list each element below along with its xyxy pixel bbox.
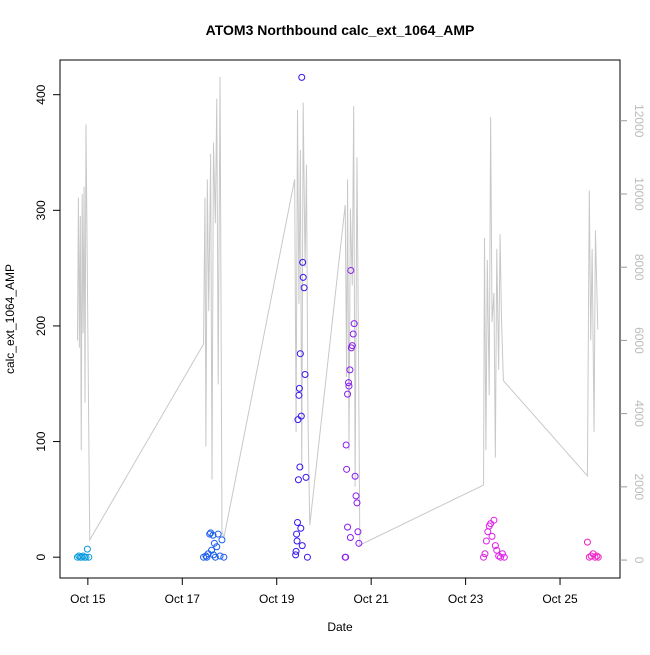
- point: [295, 384, 303, 392]
- point: [480, 553, 488, 561]
- point: [589, 550, 597, 558]
- point: [299, 273, 307, 281]
- point: [303, 553, 311, 561]
- point: [83, 545, 91, 553]
- point: [344, 379, 352, 387]
- point: [298, 73, 306, 81]
- point: [206, 530, 214, 538]
- point: [209, 531, 217, 539]
- point: [350, 320, 358, 328]
- point: [85, 553, 93, 561]
- point: [345, 382, 353, 390]
- point: [213, 543, 221, 551]
- point: [500, 553, 508, 561]
- y-tick-label: 300: [34, 200, 48, 220]
- point: [208, 546, 216, 554]
- point: [82, 553, 90, 561]
- y-tick-label: 200: [34, 316, 48, 336]
- point: [214, 530, 222, 538]
- x-tick-label: Oct 23: [448, 592, 484, 606]
- point: [216, 552, 224, 560]
- point: [498, 550, 506, 558]
- point: [583, 538, 591, 546]
- y2-tick-label: 4000: [632, 400, 646, 427]
- x-axis-label: Date: [327, 620, 353, 634]
- point: [593, 552, 601, 560]
- point: [78, 553, 86, 561]
- point: [218, 536, 226, 544]
- y2-tick-label: 2000: [632, 473, 646, 500]
- point: [296, 463, 304, 471]
- point: [211, 553, 219, 561]
- point: [482, 537, 490, 545]
- point: [299, 258, 307, 266]
- point: [488, 532, 496, 540]
- y-tick-label: 400: [34, 84, 48, 104]
- y-axis-label: calc_ext_1064_AMP: [3, 264, 17, 374]
- x-tick-label: Oct 25: [542, 592, 578, 606]
- point: [203, 553, 211, 561]
- x-tick-label: Oct 19: [259, 592, 295, 606]
- point: [302, 473, 310, 481]
- point: [294, 519, 302, 526]
- point: [300, 284, 308, 292]
- point: [353, 499, 361, 507]
- point: [344, 390, 352, 398]
- y2-tick-label: 6000: [632, 327, 646, 354]
- x-tick-label: Oct 21: [353, 592, 389, 606]
- point: [296, 350, 304, 358]
- point: [209, 551, 217, 559]
- point: [297, 524, 305, 532]
- point: [348, 342, 356, 350]
- y2-tick-label: 8000: [632, 254, 646, 281]
- point: [292, 551, 300, 559]
- point: [497, 553, 505, 561]
- x-tick-label: Oct 15: [70, 592, 106, 606]
- series-line: [76, 76, 599, 546]
- point: [594, 553, 602, 561]
- point: [347, 266, 355, 274]
- point: [344, 523, 352, 531]
- point: [297, 412, 305, 420]
- x-tick-label: Oct 17: [165, 592, 201, 606]
- y2-tick-label: 0: [632, 557, 646, 564]
- point: [349, 330, 357, 338]
- point: [490, 516, 498, 524]
- point: [293, 537, 301, 545]
- point: [342, 441, 350, 449]
- point: [294, 476, 302, 484]
- point: [292, 547, 300, 555]
- point: [342, 553, 350, 561]
- point: [202, 552, 210, 560]
- point: [354, 528, 362, 536]
- y-tick-label: 100: [34, 431, 48, 451]
- point: [355, 539, 363, 547]
- point: [352, 492, 360, 500]
- point: [301, 371, 309, 378]
- point: [343, 465, 351, 473]
- point: [351, 472, 359, 480]
- point: [346, 366, 354, 374]
- point: [293, 530, 301, 538]
- point: [295, 391, 303, 399]
- point: [207, 529, 215, 537]
- point: [491, 542, 499, 550]
- point: [298, 542, 306, 550]
- y-tick-label: 0: [34, 554, 48, 561]
- point: [346, 534, 354, 542]
- point: [210, 539, 218, 547]
- point: [591, 553, 599, 561]
- point: [481, 550, 489, 558]
- point: [220, 553, 228, 561]
- y2-tick-label: 10000: [632, 177, 646, 211]
- plot-frame: [59, 59, 621, 579]
- chart-title: ATOM3 Northbound calc_ext_1064_AMP: [206, 22, 475, 38]
- y2-tick-label: 12000: [632, 104, 646, 138]
